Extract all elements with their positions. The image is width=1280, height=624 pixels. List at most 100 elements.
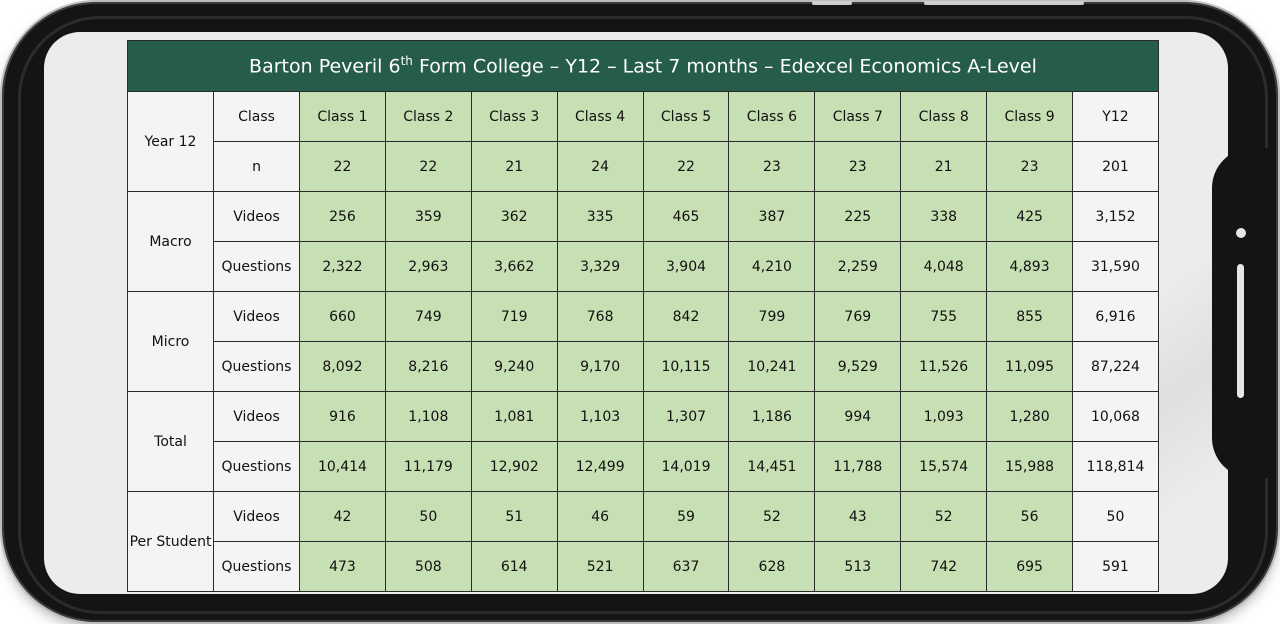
value-cell: 769 bbox=[814, 291, 902, 342]
value-cell: 11,179 bbox=[384, 441, 472, 492]
row-group-label: Micro bbox=[127, 291, 214, 392]
table-row: Total Videos 916 1,108 1,081 1,103 1,307 1,186 9… bbox=[127, 391, 1159, 492]
class-header-cell: Y12 bbox=[1072, 91, 1159, 142]
value-cell: 4,893 bbox=[986, 241, 1074, 292]
value-cell: 1,103 bbox=[556, 391, 644, 442]
n-value-cell: 23 bbox=[728, 141, 816, 192]
value-cell: 4,048 bbox=[900, 241, 988, 292]
value-cell: 425 bbox=[986, 191, 1074, 242]
value-cell: 637 bbox=[642, 541, 730, 592]
value-cell: 118,814 bbox=[1072, 441, 1159, 492]
n-value-cell: 21 bbox=[900, 141, 988, 192]
table-row: n 22 22 21 24 22 23 23 21 23 201 bbox=[128, 141, 1159, 192]
value-cell: 359 bbox=[384, 191, 472, 242]
class-header-cell: Class 3 bbox=[470, 91, 558, 142]
value-cell: 1,108 bbox=[384, 391, 472, 442]
value-cell: 521 bbox=[556, 541, 644, 592]
row-label: Questions bbox=[213, 541, 300, 592]
value-cell: 338 bbox=[900, 191, 988, 242]
value-cell: 799 bbox=[728, 291, 816, 342]
value-cell: 614 bbox=[470, 541, 558, 592]
value-cell: 3,904 bbox=[642, 241, 730, 292]
value-cell: 1,081 bbox=[470, 391, 558, 442]
row-group-label: Macro bbox=[127, 191, 214, 292]
value-cell: 695 bbox=[986, 541, 1074, 592]
value-cell: 1,307 bbox=[642, 391, 730, 442]
value-cell: 749 bbox=[384, 291, 472, 342]
value-cell: 59 bbox=[642, 491, 730, 542]
value-cell: 994 bbox=[814, 391, 902, 442]
value-cell: 842 bbox=[642, 291, 730, 342]
value-cell: 755 bbox=[900, 291, 988, 342]
n-value-cell: 22 bbox=[384, 141, 472, 192]
table-row: Questions 10,414 11,179 12,902 12,499 14,019 1… bbox=[128, 441, 1159, 492]
value-cell: 87,224 bbox=[1072, 341, 1159, 392]
value-cell: 335 bbox=[556, 191, 644, 242]
value-cell: 1,186 bbox=[728, 391, 816, 442]
table-row: Per Student Videos 42 50 51 46 59 52 43 52 56 50 bbox=[127, 491, 1159, 592]
value-cell: 42 bbox=[299, 491, 386, 542]
value-cell: 225 bbox=[814, 191, 902, 242]
value-cell: 742 bbox=[900, 541, 988, 592]
row-label: Questions bbox=[213, 441, 300, 492]
class-header-cell: Class 7 bbox=[814, 91, 902, 142]
value-cell: 11,095 bbox=[986, 341, 1074, 392]
value-cell: 9,529 bbox=[814, 341, 902, 392]
class-header-cell: Class 4 bbox=[556, 91, 644, 142]
value-cell: 11,788 bbox=[814, 441, 902, 492]
value-cell: 256 bbox=[299, 191, 386, 242]
value-cell: 768 bbox=[556, 291, 644, 342]
value-cell: 387 bbox=[728, 191, 816, 242]
camera-icon bbox=[1236, 228, 1246, 238]
n-value-cell: 22 bbox=[642, 141, 730, 192]
value-cell: 50 bbox=[1072, 491, 1159, 542]
value-cell: 473 bbox=[299, 541, 386, 592]
row-label: Class bbox=[213, 91, 300, 142]
table-row: Questions 2,322 2,963 3,662 3,329 3,904 4,210 2… bbox=[128, 241, 1159, 292]
value-cell: 465 bbox=[642, 191, 730, 242]
table-row: Questions 8,092 8,216 9,240 9,170 10,115 10,24… bbox=[128, 341, 1159, 392]
class-header-cell: Class 2 bbox=[384, 91, 472, 142]
value-cell: 628 bbox=[728, 541, 816, 592]
row-group-label: Per Student bbox=[127, 491, 214, 592]
n-value-cell: 23 bbox=[814, 141, 902, 192]
phone-side-button bbox=[924, 1, 1084, 5]
table-row: Macro Videos 256 359 362 335 465 387 225 338 425 3,… bbox=[127, 191, 1159, 292]
value-cell: 50 bbox=[384, 491, 472, 542]
class-header-cell: Class 1 bbox=[299, 91, 386, 142]
table-row: Questions 473 508 614 521 637 628 513 742 695 591 bbox=[128, 541, 1159, 592]
phone-notch bbox=[1212, 148, 1276, 478]
value-cell: 10,241 bbox=[728, 341, 816, 392]
n-value-cell: 21 bbox=[470, 141, 558, 192]
value-cell: 56 bbox=[986, 491, 1074, 542]
value-cell: 2,259 bbox=[814, 241, 902, 292]
n-value-cell: 24 bbox=[556, 141, 644, 192]
value-cell: 1,280 bbox=[986, 391, 1074, 442]
value-cell: 12,902 bbox=[470, 441, 558, 492]
phone-side-button bbox=[812, 1, 852, 5]
value-cell: 52 bbox=[900, 491, 988, 542]
value-cell: 11,526 bbox=[900, 341, 988, 392]
table-title-text: Barton Peveril 6 bbox=[249, 55, 401, 78]
row-label: Questions bbox=[213, 241, 300, 292]
value-cell: 508 bbox=[384, 541, 472, 592]
value-cell: 12,499 bbox=[556, 441, 644, 492]
value-cell: 15,988 bbox=[986, 441, 1074, 492]
row-label: Questions bbox=[213, 341, 300, 392]
table-row: Micro Videos 660 749 719 768 842 799 769 755 855 6,… bbox=[127, 291, 1159, 392]
class-header-cell: Class 5 bbox=[642, 91, 730, 142]
value-cell: 513 bbox=[814, 541, 902, 592]
row-label: n bbox=[213, 141, 300, 192]
value-cell: 9,170 bbox=[556, 341, 644, 392]
value-cell: 10,115 bbox=[642, 341, 730, 392]
table-title-text-rest: Form College – Y12 – Last 7 months – Ede… bbox=[412, 55, 1037, 78]
value-cell: 6,916 bbox=[1072, 291, 1159, 342]
row-group-label: Year 12 bbox=[127, 91, 214, 192]
value-cell: 916 bbox=[299, 391, 386, 442]
value-cell: 3,152 bbox=[1072, 191, 1159, 242]
value-cell: 14,451 bbox=[728, 441, 816, 492]
table-title-superscript: th bbox=[400, 54, 413, 69]
value-cell: 10,068 bbox=[1072, 391, 1159, 442]
value-cell: 1,093 bbox=[900, 391, 988, 442]
row-label: Videos bbox=[213, 191, 300, 242]
